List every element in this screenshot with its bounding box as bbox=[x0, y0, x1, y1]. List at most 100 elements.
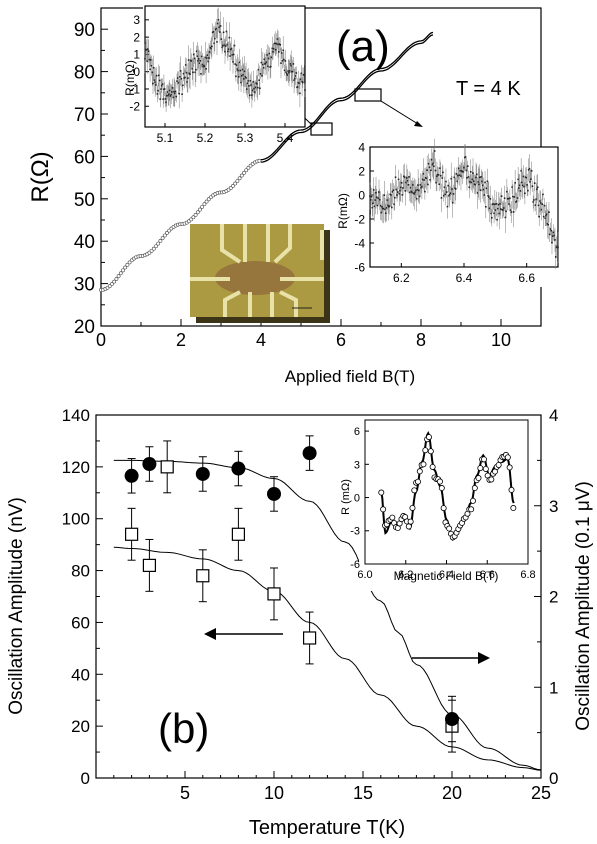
data-point bbox=[195, 210, 200, 215]
y2-tick-label: 4 bbox=[549, 406, 558, 425]
data-point bbox=[551, 235, 554, 237]
data-point bbox=[162, 233, 167, 238]
y-tick-label: 4 bbox=[358, 140, 365, 154]
data-point bbox=[271, 47, 274, 50]
data-point bbox=[299, 92, 301, 95]
data-point bbox=[448, 194, 450, 197]
data-point bbox=[158, 74, 160, 77]
data-point bbox=[248, 85, 250, 87]
data-point bbox=[213, 42, 215, 45]
panel-a-inset-left: 5.1 5.2 5.3 5.4 -2 -1 0 1 2 3 R(mΩ) bbox=[123, 5, 306, 145]
data-point bbox=[251, 89, 254, 92]
data-point bbox=[189, 73, 191, 75]
data-point bbox=[460, 175, 462, 177]
data-point bbox=[372, 189, 375, 191]
data-point bbox=[485, 187, 488, 190]
inset-b-xlabel: Magnetic Field B(T) bbox=[394, 569, 499, 583]
data-point bbox=[486, 180, 489, 183]
data-point bbox=[146, 60, 148, 62]
data-point bbox=[415, 197, 418, 200]
open-circle-point bbox=[475, 475, 482, 482]
data-point bbox=[214, 37, 216, 40]
data-point bbox=[535, 198, 537, 200]
data-point bbox=[223, 44, 226, 46]
data-point bbox=[280, 52, 283, 54]
data-point bbox=[200, 55, 203, 58]
data-point bbox=[110, 282, 114, 286]
x-tick-label: 6.4 bbox=[456, 271, 473, 285]
data-point bbox=[380, 211, 383, 214]
data-point bbox=[227, 50, 229, 53]
data-point bbox=[398, 192, 401, 195]
data-point bbox=[184, 76, 186, 79]
data-point bbox=[488, 196, 490, 198]
data-point bbox=[231, 54, 234, 56]
data-point bbox=[187, 77, 189, 79]
x-tick-label: 8 bbox=[416, 330, 426, 350]
data-point bbox=[167, 94, 170, 97]
filled-circle-point bbox=[195, 466, 210, 481]
data-point bbox=[191, 67, 194, 70]
data-point bbox=[552, 231, 555, 234]
data-point bbox=[188, 72, 191, 75]
data-point bbox=[158, 238, 163, 243]
data-point bbox=[495, 203, 498, 205]
data-point bbox=[548, 233, 551, 236]
data-point bbox=[265, 61, 268, 63]
x-tick-label: 0 bbox=[96, 330, 106, 350]
data-point bbox=[457, 174, 459, 177]
data-point bbox=[528, 167, 531, 170]
data-point bbox=[193, 57, 196, 60]
data-point bbox=[283, 69, 286, 72]
data-point bbox=[263, 58, 266, 61]
data-point bbox=[553, 234, 556, 237]
data-point bbox=[542, 215, 545, 218]
data-point bbox=[435, 181, 437, 184]
data-point bbox=[482, 184, 484, 187]
data-point bbox=[259, 73, 262, 75]
panel-b-xlabel: Temperature T(K) bbox=[249, 817, 405, 839]
data-point bbox=[286, 74, 289, 76]
data-point bbox=[394, 176, 397, 179]
data-point bbox=[171, 91, 173, 93]
panel-a-series bbox=[99, 31, 434, 292]
x-tick-label: 2 bbox=[176, 330, 186, 350]
data-point bbox=[504, 216, 507, 219]
data-point bbox=[434, 169, 437, 172]
data-point bbox=[420, 186, 422, 189]
data-point bbox=[299, 78, 302, 81]
data-point bbox=[270, 56, 273, 59]
open-circle-point bbox=[468, 506, 475, 513]
data-point bbox=[483, 194, 486, 196]
data-point bbox=[200, 204, 205, 209]
data-point bbox=[202, 65, 204, 68]
data-point bbox=[382, 207, 385, 210]
data-point bbox=[205, 68, 207, 70]
data-point bbox=[222, 44, 224, 47]
data-point bbox=[118, 271, 123, 276]
x-tick-label: 6.0 bbox=[357, 569, 372, 581]
data-point bbox=[536, 188, 538, 191]
data-point bbox=[125, 262, 130, 267]
data-point bbox=[492, 203, 495, 205]
y-tick-label: 3 bbox=[133, 13, 140, 27]
data-point bbox=[500, 208, 502, 210]
data-point bbox=[478, 176, 481, 179]
data-point bbox=[418, 195, 421, 198]
filled-circle-point bbox=[142, 457, 157, 472]
data-point bbox=[232, 61, 234, 63]
y2-tick-label: 0 bbox=[549, 769, 558, 788]
data-point bbox=[432, 162, 434, 165]
open-circle-point bbox=[482, 465, 489, 472]
data-point bbox=[551, 241, 553, 244]
data-point bbox=[292, 63, 295, 65]
data-point bbox=[397, 178, 400, 181]
data-point bbox=[226, 43, 228, 46]
data-point bbox=[513, 196, 516, 198]
data-point bbox=[442, 171, 444, 174]
data-point bbox=[468, 186, 471, 188]
data-point bbox=[410, 190, 413, 193]
data-point bbox=[413, 193, 416, 195]
